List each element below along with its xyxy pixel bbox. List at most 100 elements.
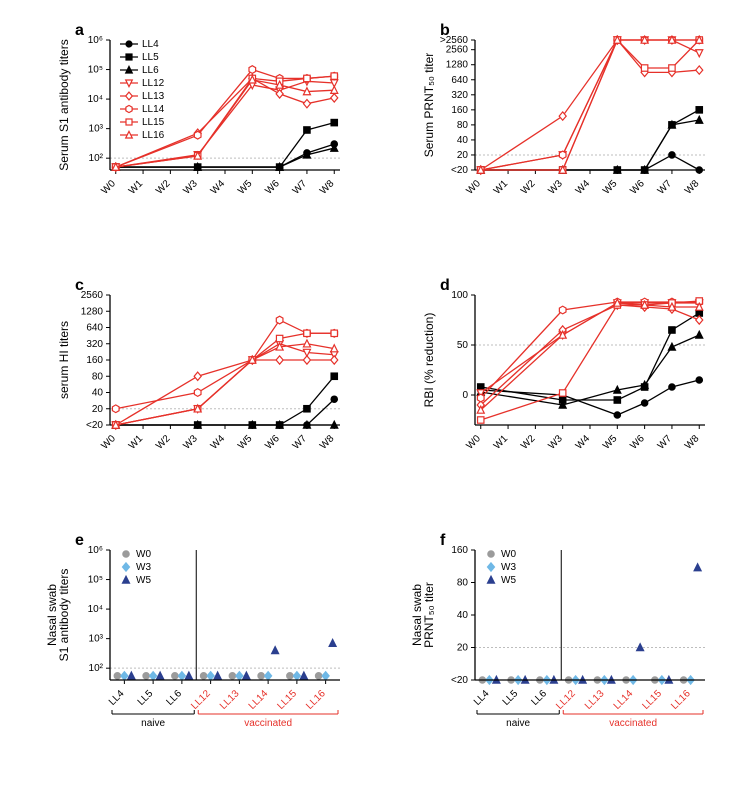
legend-item-LL13: LL13 — [142, 91, 165, 102]
y-axis-label: Serum S1 antibody titers — [57, 39, 71, 170]
xtick: W0 — [99, 433, 118, 452]
series-line-LL16 — [481, 40, 700, 170]
xtick: W2 — [519, 178, 538, 197]
xtick: W1 — [127, 433, 146, 452]
xtick: W2 — [519, 433, 538, 452]
xtick: W5 — [601, 178, 620, 197]
xtick: LL6 — [529, 688, 549, 708]
xtick: W6 — [628, 433, 647, 452]
legend: LL4LL5LL6LL12LL13LL14LL15LL16 — [120, 39, 165, 141]
series-line-LL16 — [116, 344, 335, 425]
xtick: W6 — [263, 178, 282, 197]
xtick: W4 — [209, 178, 228, 197]
legend: W0 W3 W5 — [122, 549, 151, 586]
legend-item-LL4: LL4 — [142, 39, 159, 50]
ytick: 640 — [86, 323, 103, 334]
ytick: 20 — [457, 150, 469, 161]
xtick: LL16 — [669, 688, 693, 712]
xtick: LL13 — [583, 688, 607, 712]
group-naive-label: naive — [141, 718, 165, 729]
ytick: 320 — [451, 90, 468, 101]
legend-item-LL6: LL6 — [142, 65, 159, 76]
xtick: LL15 — [275, 688, 299, 712]
series-line-LL16 — [481, 303, 700, 410]
series-line-LL6 — [481, 120, 700, 170]
ytick: 40 — [457, 610, 469, 621]
ytick: 160 — [86, 355, 103, 366]
xtick: W0 — [464, 178, 483, 197]
xtick: W5 — [236, 178, 255, 197]
xtick: W6 — [263, 433, 282, 452]
series-line-LL5 — [481, 313, 700, 400]
legend-item-W3: W3 — [501, 562, 516, 573]
ytick: 10⁶ — [88, 35, 103, 46]
ytick: 10⁶ — [88, 545, 103, 556]
xtick: W5 — [236, 433, 255, 452]
ytick: 50 — [457, 340, 469, 351]
xtick: W8 — [683, 178, 702, 197]
ytick: 1280 — [81, 306, 104, 317]
legend: W0W3W5 — [487, 549, 516, 586]
ytick: 160 — [451, 545, 468, 556]
xtick: W7 — [656, 433, 675, 452]
ytick: <20 — [86, 420, 103, 431]
panel-label: f — [440, 532, 446, 549]
ytick: 10³ — [89, 124, 104, 135]
figure-root: a10²10³10⁴10⁵10⁶W0W1W2W3W4W5W6W7W8Serum … — [0, 0, 750, 787]
ytick: 640 — [451, 75, 468, 86]
xtick: W8 — [318, 433, 337, 452]
y-axis-label: PRNT₅₀ titer — [422, 582, 436, 648]
ytick: 10⁴ — [88, 94, 103, 105]
legend-item-LL5: LL5 — [142, 52, 159, 63]
ytick: 80 — [92, 371, 104, 382]
series-line-LL14 — [116, 320, 335, 409]
ytick: 10⁵ — [88, 575, 103, 586]
xtick: LL4 — [472, 688, 492, 708]
xtick: W7 — [291, 178, 310, 197]
ytick: 2560 — [81, 290, 104, 301]
series-line-LL4 — [481, 155, 700, 170]
xtick: W1 — [492, 178, 511, 197]
group-vaccinated-label: vaccinated — [609, 718, 657, 729]
xtick: W3 — [546, 178, 565, 197]
xtick: LL13 — [218, 688, 242, 712]
ytick: <20 — [451, 165, 468, 176]
xtick: W8 — [318, 178, 337, 197]
xtick: W3 — [181, 178, 200, 197]
xtick: W8 — [683, 433, 702, 452]
legend-item-W3: W3 — [136, 562, 151, 573]
xtick: LL12 — [189, 688, 213, 712]
legend-item-W5: W5 — [136, 575, 151, 586]
xtick: W0 — [464, 433, 483, 452]
ytick: 1280 — [446, 60, 469, 71]
ytick: >2560 — [440, 35, 469, 46]
xtick: W2 — [154, 433, 173, 452]
legend-item-W0: W0 — [501, 549, 516, 560]
series-line-LL15 — [116, 333, 335, 425]
ytick: 10⁵ — [88, 65, 103, 76]
xtick: W1 — [127, 178, 146, 197]
xtick: LL5 — [136, 688, 156, 708]
xtick: LL6 — [164, 688, 184, 708]
ytick: 20 — [457, 643, 469, 654]
panel-label: e — [75, 532, 84, 549]
xtick: W1 — [492, 433, 511, 452]
ytick: 10⁴ — [88, 604, 103, 615]
series-line-LL6 — [116, 148, 335, 167]
xtick: W3 — [181, 433, 200, 452]
xtick: W3 — [546, 433, 565, 452]
xtick: W0 — [99, 178, 118, 197]
panel-c: c<2020408016032064012802560W0W1W2W3W4W5W… — [57, 277, 340, 452]
group-vaccinated-label: vaccinated — [244, 718, 292, 729]
xtick: LL14 — [612, 688, 636, 712]
panel-label: d — [440, 277, 450, 294]
ytick: 40 — [92, 388, 104, 399]
ytick: 2560 — [446, 45, 469, 56]
ytick: 40 — [457, 135, 469, 146]
ytick: <20 — [451, 675, 468, 686]
y-axis-label: RBI (% reduction) — [422, 313, 436, 408]
xtick: LL15 — [640, 688, 664, 712]
legend-item-W0: W0 — [136, 549, 151, 560]
ytick: 320 — [86, 339, 103, 350]
xtick: LL12 — [554, 688, 578, 712]
